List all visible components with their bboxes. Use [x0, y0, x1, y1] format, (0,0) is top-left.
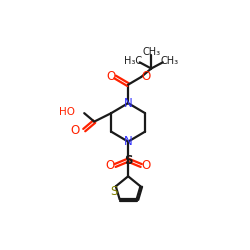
Text: CH₃: CH₃: [161, 56, 179, 66]
Text: O: O: [141, 70, 150, 84]
Text: N: N: [124, 135, 132, 148]
Text: O: O: [70, 124, 80, 137]
Text: HO: HO: [59, 108, 75, 118]
Text: S: S: [110, 185, 117, 198]
Text: O: O: [141, 159, 150, 172]
Text: CH₃: CH₃: [142, 46, 160, 56]
Text: O: O: [106, 70, 116, 83]
Text: H₃C: H₃C: [124, 56, 142, 66]
Text: N: N: [124, 97, 132, 110]
Text: S: S: [124, 154, 132, 167]
Text: O: O: [106, 159, 115, 172]
